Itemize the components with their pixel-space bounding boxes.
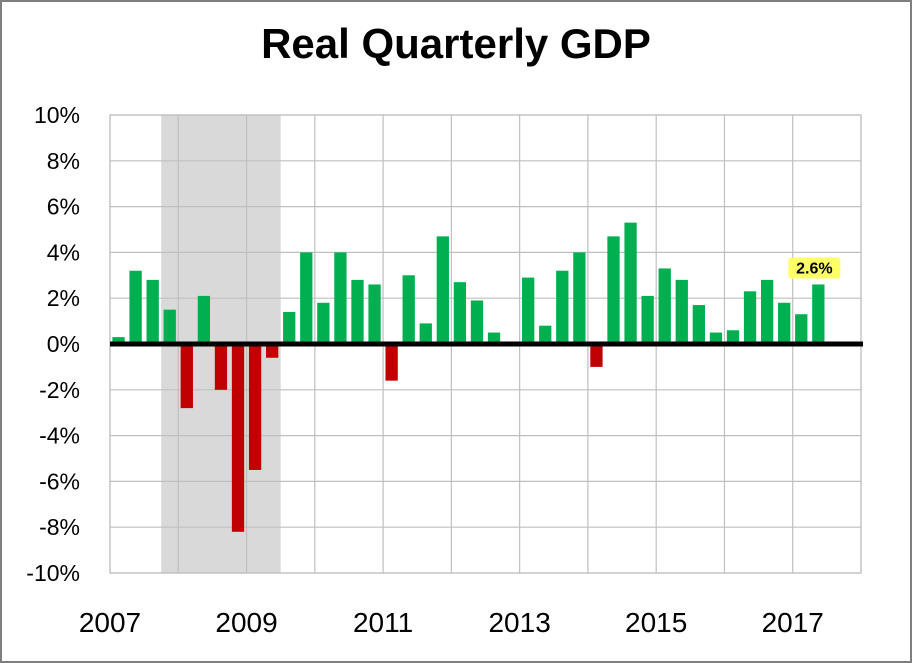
bar-2017-q2 (812, 284, 825, 344)
x-tick-label: 2015 (625, 607, 687, 638)
bar-2009-q3 (283, 311, 296, 344)
y-tick-label: -4% (39, 423, 80, 449)
bar-2013-q3 (556, 270, 569, 344)
bar-2010-q4 (368, 284, 381, 344)
y-tick-label: -2% (39, 377, 80, 403)
bar-2016-q1 (726, 330, 740, 344)
bar-2016-q3 (760, 279, 774, 344)
bar-2009-q4 (300, 252, 313, 344)
y-tick-label: -8% (39, 514, 80, 540)
chart-title: Real Quarterly GDP (261, 20, 651, 67)
bar-2011-q4 (436, 236, 449, 344)
bar-2015-q3 (692, 305, 705, 344)
data-labels: 2.6% (788, 257, 841, 279)
bar-2010-q3 (351, 279, 364, 344)
y-tick-label: -10% (26, 560, 80, 586)
bar-2007-q2 (129, 270, 142, 344)
y-tick-label: 4% (47, 239, 80, 265)
bar-2010-q1 (317, 302, 330, 344)
x-tick-label: 2013 (488, 607, 550, 638)
bar-2015-q2 (675, 279, 688, 344)
x-tick-label: 2017 (762, 607, 824, 638)
bar-2009-q2 (266, 344, 279, 358)
bars (112, 222, 825, 532)
y-tick-label: 2% (47, 285, 80, 311)
y-axis-tick-labels: 10% 8% 6% 4% 2% 0% -2% -4% -6% -8% -10% (26, 102, 80, 586)
bar-2007-q4 (163, 309, 176, 344)
bar-2012-q2 (470, 300, 484, 344)
data-label: 2.6% (796, 260, 832, 277)
y-tick-label: 10% (34, 102, 80, 128)
bar-2014-q2 (607, 236, 620, 344)
bar-2013-q2 (539, 325, 552, 344)
y-tick-label: -6% (39, 468, 80, 494)
bar-2016-q2 (743, 291, 757, 344)
y-tick-label: 6% (47, 194, 80, 220)
bar-2011-q3 (419, 323, 432, 344)
bar-2011-q2 (402, 275, 415, 344)
bar-2015-q4 (709, 332, 723, 344)
bar-2014-q3 (624, 222, 637, 344)
bar-2012-q1 (453, 282, 467, 344)
bar-2013-q4 (573, 252, 586, 344)
bar-2008-q1 (180, 344, 193, 409)
bar-2007-q1 (112, 337, 125, 344)
x-axis-tick-labels: 2007 2009 2011 2013 2015 2017 (79, 607, 824, 638)
x-tick-label: 2011 (353, 607, 413, 638)
bar-2013-q1 (522, 277, 535, 344)
bar-2010-q2 (334, 252, 347, 344)
bar-2014-q1 (590, 344, 603, 367)
bar-2008-q4 (231, 344, 245, 532)
bar-2014-q4 (641, 295, 654, 344)
y-tick-label: 0% (47, 331, 80, 357)
bar-2007-q3 (146, 279, 159, 344)
bar-2017-q1 (795, 314, 808, 344)
bar-2008-q3 (214, 344, 228, 390)
bar-2011-q1 (385, 344, 398, 381)
bar-2012-q3 (487, 332, 501, 344)
bar-2009-q1 (248, 344, 262, 470)
bar-2015-q1 (658, 268, 671, 344)
x-tick-label: 2007 (79, 607, 141, 638)
data-label-highlight (788, 257, 841, 279)
y-tick-label: 8% (47, 148, 80, 174)
x-tick-label: 2009 (215, 607, 277, 638)
bar-2008-q2 (197, 295, 211, 344)
bar-2016-q4 (778, 302, 791, 344)
